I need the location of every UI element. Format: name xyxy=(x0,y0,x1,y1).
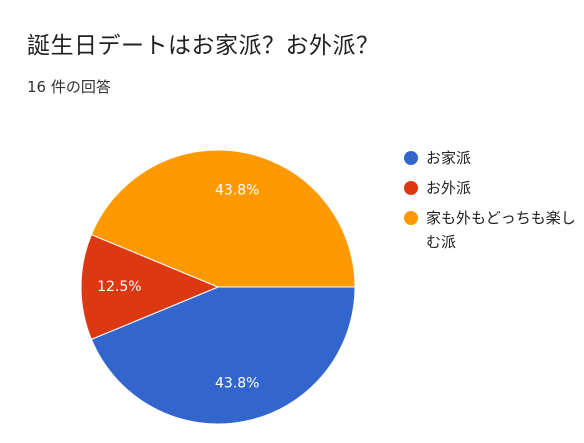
chart-title: 誕生日デートはお家派？お外派？ xyxy=(27,33,380,59)
pie-slice-ouchi[interactable] xyxy=(90,286,356,425)
pie-label-ouchi: 43.8% xyxy=(215,376,259,392)
chart-legend: お家派 お外派 家も外もどっちも楽しむ派 xyxy=(404,146,580,260)
legend-swatch-both xyxy=(404,211,418,225)
legend-item-osoto[interactable]: お外派 xyxy=(404,176,580,200)
pie-slice-labels: 43.8% 12.5% 43.8% xyxy=(97,182,259,391)
legend-item-both[interactable]: 家も外もどっちも楽しむ派 xyxy=(404,206,580,254)
pie-label-both: 43.8% xyxy=(215,182,259,198)
pie-slice-both[interactable] xyxy=(90,149,356,288)
pie-slice-osoto[interactable] xyxy=(80,233,220,341)
legend-item-ouchi[interactable]: お家派 xyxy=(404,146,580,170)
response-count: 16 件の回答 xyxy=(27,78,111,96)
legend-swatch-ouchi xyxy=(404,151,418,165)
pie-label-osoto: 12.5% xyxy=(97,279,141,295)
pie-slices xyxy=(80,149,356,425)
legend-label-both: 家も外もどっちも楽しむ派 xyxy=(426,209,576,251)
legend-swatch-osoto xyxy=(404,181,418,195)
legend-label-ouchi: お家派 xyxy=(426,149,472,167)
legend-label-osoto: お外派 xyxy=(426,179,472,197)
